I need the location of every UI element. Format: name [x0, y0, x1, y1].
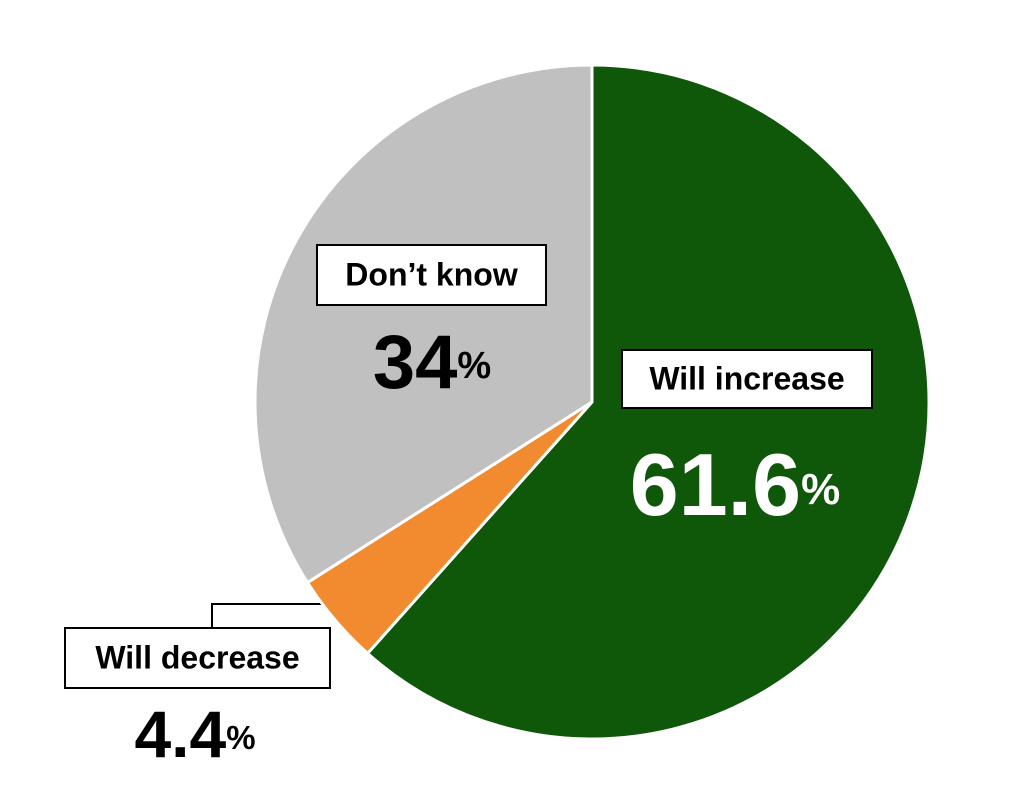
label-box	[64, 627, 331, 689]
pie-slice	[253, 63, 594, 585]
value-unit: %	[226, 719, 255, 756]
value-number: 34	[373, 320, 458, 405]
category-label: Will increase	[649, 360, 844, 396]
value-unit: %	[801, 465, 840, 514]
value-unit: %	[457, 345, 491, 387]
value-label: 61.6%	[630, 435, 840, 534]
leader-line	[211, 603, 372, 628]
category-label: Don’t know	[345, 256, 518, 292]
value-number: 61.6	[630, 435, 801, 534]
category-label: Will decrease	[95, 639, 299, 675]
label-box	[621, 349, 873, 409]
value-label: 4.4%	[134, 697, 255, 771]
label-box	[316, 244, 547, 306]
value-label: 34%	[373, 320, 491, 405]
value-number: 4.4	[134, 697, 226, 771]
